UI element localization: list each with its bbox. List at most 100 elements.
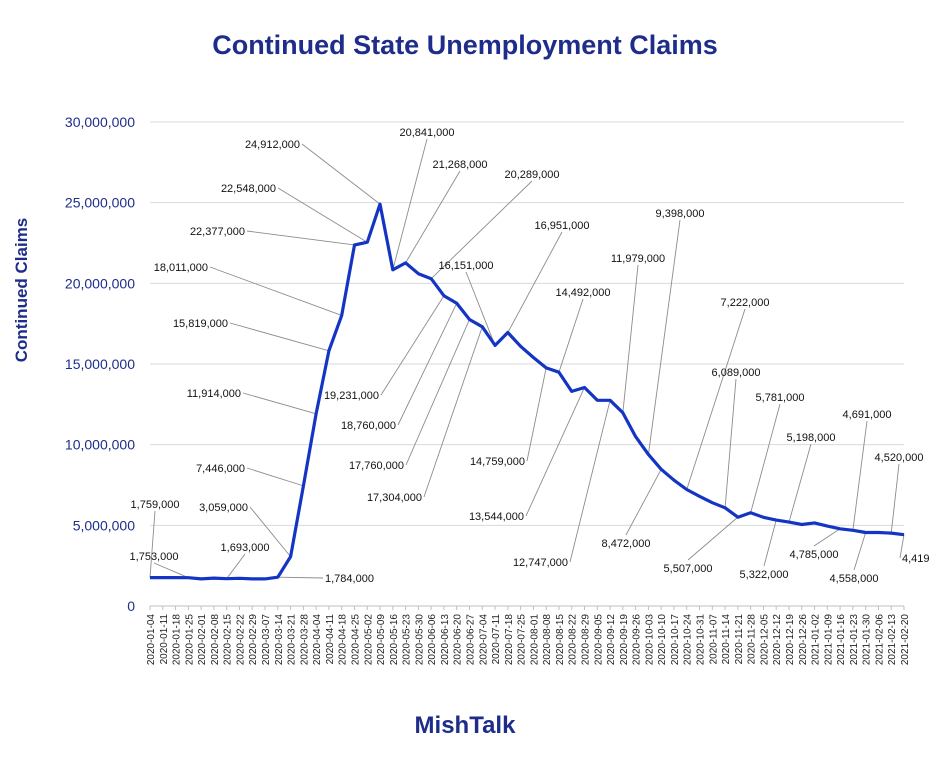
data-label: 4,785,000 (790, 549, 839, 561)
data-label: 16,151,000 (438, 260, 493, 272)
data-label: 11,979,000 (611, 253, 665, 265)
annotation-leader (405, 170, 461, 264)
data-label: 12,747,000 (513, 557, 568, 569)
annotation-leader (226, 553, 246, 579)
x-tick-label: 2020-09-05 (593, 614, 604, 666)
data-label: 5,322,000 (740, 569, 789, 581)
annotation-leader (249, 506, 291, 557)
data-label: 18,011,000 (154, 262, 208, 274)
annotation-leader (507, 231, 563, 333)
x-tick-label: 2020-10-10 (657, 614, 668, 666)
x-tick-label: 2020-02-01 (197, 614, 208, 666)
data-label: 7,446,000 (196, 463, 245, 475)
annotation-leaders (149, 138, 905, 579)
annotation-leader (569, 400, 611, 563)
data-label: 4,558,000 (830, 573, 879, 585)
x-tick-label: 2020-02-22 (235, 614, 246, 666)
annotation-leader (430, 180, 533, 279)
annotation-leader (724, 378, 737, 508)
x-tick-label: 2020-09-19 (619, 614, 630, 666)
data-label: 6,089,000 (712, 367, 761, 379)
annotation-leader (246, 467, 304, 487)
data-label: 1,693,000 (221, 542, 270, 554)
x-tick-label: 2020-09-26 (632, 614, 643, 666)
annotation-leader (853, 532, 867, 571)
x-tick-label: 2020-06-20 (453, 614, 464, 666)
y-axis-label: Continued Claims (12, 218, 31, 363)
x-tick-label: 2020-05-02 (363, 614, 374, 666)
data-label: 5,198,000 (787, 432, 836, 444)
annotation-leader (763, 520, 777, 567)
annotation-leader (788, 443, 812, 523)
data-label: 3,059,000 (199, 502, 248, 514)
chart-title: Continued State Unemployment Claims (212, 30, 718, 60)
x-tick-label: 2021-01-09 (823, 614, 834, 666)
data-label: 9,398,000 (656, 208, 705, 220)
annotation-leader (405, 319, 470, 466)
data-label: 1,784,000 (325, 573, 374, 585)
x-tick-label: 2020-12-12 (772, 614, 783, 666)
data-label: 1,759,000 (131, 499, 180, 511)
x-tick-label: 2020-04-11 (325, 614, 336, 665)
x-tick-label: 2020-02-08 (210, 614, 221, 666)
annotation-leader (750, 403, 781, 513)
x-tick-label: 2020-05-09 (376, 614, 387, 666)
annotation-leader (647, 219, 681, 455)
x-tick-label: 2020-02-15 (223, 614, 234, 666)
x-tick-label: 2020-06-06 (427, 614, 438, 666)
series-layer (150, 202, 905, 581)
data-label: 5,781,000 (756, 392, 805, 404)
data-label: 16,951,000 (534, 220, 589, 232)
data-label: 1,753,000 (130, 551, 179, 563)
data-label: 8,472,000 (602, 538, 651, 550)
x-tick-label: 2020-08-01 (529, 614, 540, 666)
annotation-leader (890, 463, 900, 534)
annotation-leader (558, 298, 584, 373)
y-tick-label: 25,000,000 (65, 195, 135, 211)
x-tick-label: 2020-08-22 (568, 614, 579, 666)
annotation-leader (301, 143, 381, 205)
annotation-leader (686, 308, 746, 490)
x-tick-label: 2020-01-25 (184, 614, 195, 666)
annotation-leader (465, 271, 496, 346)
x-tick-label: 2020-03-21 (287, 614, 298, 666)
annotation-leader (397, 303, 458, 426)
x-tick-label: 2020-08-29 (581, 614, 592, 666)
annotation-leader (277, 576, 324, 579)
x-tick-label: 2020-10-17 (670, 614, 681, 666)
data-label: 4,520,000 (875, 452, 924, 464)
x-tick-label: 2020-12-05 (759, 614, 770, 666)
annotation-leader (423, 326, 483, 498)
data-label: 20,841,000 (399, 127, 454, 139)
x-tick-label: 2020-07-04 (478, 614, 489, 666)
x-tick-label: 2020-10-24 (683, 614, 694, 666)
x-tick-label: 2020-07-11 (491, 614, 502, 665)
x-tick-label: 2021-02-13 (887, 614, 898, 666)
x-tick-label: 2020-11-07 (708, 614, 719, 665)
x-tick-label: 2020-04-04 (312, 614, 323, 666)
data-label: 5,507,000 (664, 563, 713, 575)
x-tick-label: 2021-01-30 (862, 614, 873, 666)
footer-brand: MishTalk (414, 712, 516, 739)
annotation-leader (246, 230, 355, 246)
data-label: 4,691,000 (843, 409, 892, 421)
x-tick-label: 2020-11-28 (747, 614, 758, 665)
x-tick-label: 2020-01-11 (159, 614, 170, 665)
y-tick-label: 0 (127, 598, 135, 614)
y-tick-label: 5,000,000 (73, 517, 135, 533)
x-tick-label: 2020-03-28 (299, 614, 310, 666)
annotation-leader (525, 387, 585, 517)
data-label: 13,544,000 (469, 511, 524, 523)
x-tick-label: 2020-08-15 (555, 614, 566, 666)
x-tick-label: 2020-04-18 (338, 614, 349, 666)
x-tick-label: 2020-04-25 (350, 614, 361, 666)
annotation-leader (153, 562, 189, 579)
data-label: 20,289,000 (504, 169, 559, 181)
x-tick-label: 2021-02-06 (874, 614, 885, 666)
x-tick-label: 2020-03-14 (274, 614, 285, 666)
x-tick-label: 2020-06-27 (465, 614, 476, 666)
x-tick-label: 2020-08-08 (542, 614, 553, 666)
data-label: 14,759,000 (470, 456, 525, 468)
axes: 0 5,000,000 10,000,000 15,000,000 20,000,000… (65, 114, 911, 665)
data-label: 17,304,000 (367, 492, 422, 504)
